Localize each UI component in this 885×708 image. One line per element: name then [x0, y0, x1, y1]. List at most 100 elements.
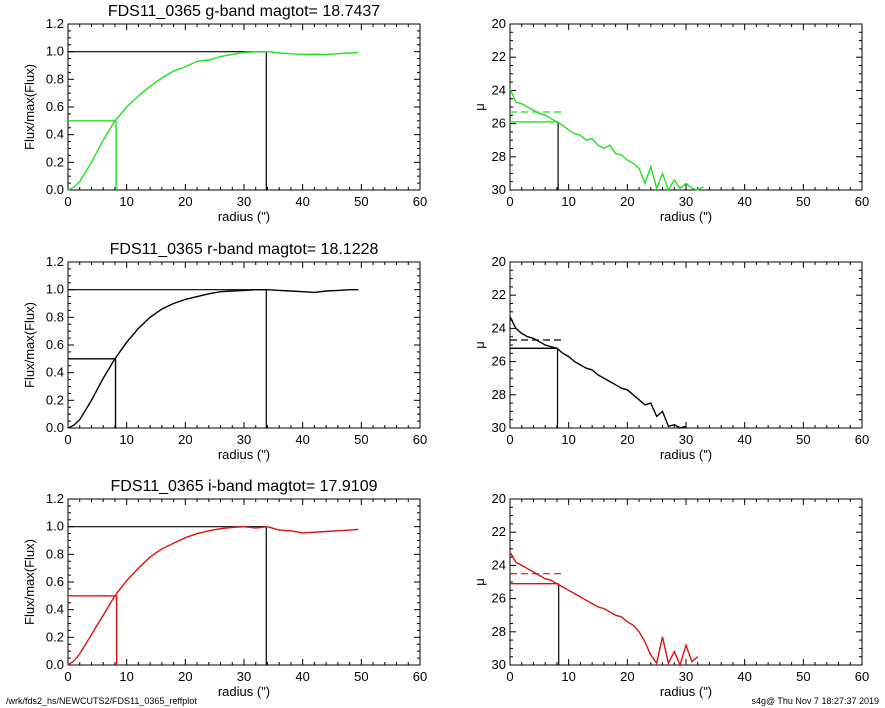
panel1-x-tick-label: 50: [354, 194, 368, 209]
panel3-data-curve: [67, 289, 359, 429]
panel3-y-tick-label: 1.2: [46, 254, 64, 269]
panel4-y-axis-label: μ: [472, 341, 487, 349]
panel2-y-tick-label: 22: [492, 49, 506, 64]
panel6-x-tick-label: 50: [796, 669, 810, 684]
panel6-y-axis-label: μ: [472, 578, 487, 586]
panel1-x-axis-label: radius ("): [218, 209, 270, 224]
panel1-y-tick-label: 0.4: [46, 127, 64, 142]
panel5-data-curve: [67, 525, 359, 666]
panel5-y-tick-label: 0.8: [46, 546, 64, 561]
panel2-x-tick-label: 50: [796, 194, 810, 209]
panel5-x-tick-label: 0: [64, 669, 71, 684]
panel1-x-tick-label: 30: [237, 194, 251, 209]
panel3-x-tick-label: 0: [64, 432, 71, 447]
panel5-y-tick-label: 0.6: [46, 574, 64, 589]
panel1-data-curve: [67, 51, 359, 191]
panel3-y-tick-label: 0.6: [46, 337, 64, 352]
panel2-x-tick-label: 40: [737, 194, 751, 209]
panel2-x-axis-label: radius ("): [660, 209, 712, 224]
panel2-x-tick-label: 10: [561, 194, 575, 209]
panel2-frame: [509, 23, 863, 191]
panel4-x-axis-label: radius ("): [660, 447, 712, 462]
panel6-x-tick-label: 10: [561, 669, 575, 684]
footer-path: /wrk/fds2_hs/NEWCUTS2/FDS11_0365_reffplo…: [6, 696, 197, 706]
panel6-y-tick-label: 20: [492, 491, 506, 506]
panel5-x-tick-label: 50: [354, 669, 368, 684]
panel2-y-axis-label: μ: [472, 103, 487, 111]
panel4-y-tick-label: 24: [492, 320, 506, 335]
panel2-x-tick-label: 60: [855, 194, 869, 209]
panel1-x-tick-label: 60: [413, 194, 427, 209]
panel1-x-tick-label: 0: [64, 194, 71, 209]
panel5-x-tick-label: 10: [119, 669, 133, 684]
panel2-x-tick-label: 20: [620, 194, 634, 209]
panel2-y-tick-label: 28: [492, 149, 506, 164]
panel5-x-axis-label: radius ("): [218, 684, 270, 699]
panel4-data-curve: [509, 316, 687, 429]
panel1-y-tick-label: 1.2: [46, 16, 64, 31]
panel5-y-tick-label: 0.2: [46, 629, 64, 644]
panel4-frame: [509, 261, 863, 429]
panel3-x-tick-label: 40: [295, 432, 309, 447]
panel2-y-tick-label: 24: [492, 82, 506, 97]
panel4-x-tick-label: 0: [506, 432, 513, 447]
panel5-y-tick-label: 1.2: [46, 491, 64, 506]
panel5-x-tick-label: 20: [178, 669, 192, 684]
panel5-x-tick-label: 30: [237, 669, 251, 684]
panel2-y-tick-label: 26: [492, 116, 506, 131]
panel5-y-tick-label: 1.0: [46, 519, 64, 534]
panel6-x-tick-label: 20: [620, 669, 634, 684]
panel3-x-axis-label: radius ("): [218, 447, 270, 462]
panel4-x-tick-label: 30: [679, 432, 693, 447]
panel4-x-tick-label: 60: [855, 432, 869, 447]
panel3-frame: [67, 261, 421, 429]
panel4-y-tick-label: 28: [492, 387, 506, 402]
panel1-y-tick-label: 0.0: [46, 182, 64, 197]
panel5-y-tick-label: 0.0: [46, 657, 64, 672]
panel2-x-tick-label: 30: [679, 194, 693, 209]
panel4-x-tick-label: 50: [796, 432, 810, 447]
panel3-y-tick-label: 0.8: [46, 309, 64, 324]
panel6-data-curve: [509, 551, 699, 668]
panel4-y-tick-label: 22: [492, 287, 506, 302]
panel6-x-tick-label: 0: [506, 669, 513, 684]
panel4-x-tick-label: 10: [561, 432, 575, 447]
panel5-title: FDS11_0365 i-band magtot= 17.9109: [110, 478, 377, 495]
panel6-y-tick-label: 26: [492, 591, 506, 606]
panel1-x-tick-label: 40: [295, 194, 309, 209]
panel3-y-tick-label: 0.4: [46, 365, 64, 380]
panel4-y-tick-label: 26: [492, 354, 506, 369]
panel4-x-tick-label: 40: [737, 432, 751, 447]
panel1-y-axis-label: Flux/max(Flux): [22, 64, 37, 150]
panel6-y-tick-label: 24: [492, 557, 506, 572]
panel6-y-tick-label: 28: [492, 624, 506, 639]
panel2-x-tick-label: 0: [506, 194, 513, 209]
panel1-title: FDS11_0365 g-band magtot= 18.7437: [108, 3, 380, 20]
panel6-y-tick-label: 30: [492, 657, 506, 672]
panel3-y-tick-label: 0.0: [46, 420, 64, 435]
panel1-x-tick-label: 20: [178, 194, 192, 209]
panel5-y-tick-label: 0.4: [46, 602, 64, 617]
panel3-x-tick-label: 10: [119, 432, 133, 447]
panel2-data-curve: [509, 88, 704, 192]
panel1-x-tick-label: 10: [119, 194, 133, 209]
panel3-y-tick-label: 0.2: [46, 392, 64, 407]
panel3-title: FDS11_0365 r-band magtot= 18.1228: [110, 241, 379, 258]
footer-timestamp: s4g@ Thu Nov 7 18:27:37 2019: [751, 696, 879, 706]
panel3-x-tick-label: 50: [354, 432, 368, 447]
panel3-x-tick-label: 20: [178, 432, 192, 447]
panel3-y-axis-label: Flux/max(Flux): [22, 302, 37, 388]
panel1-y-tick-label: 0.8: [46, 71, 64, 86]
panel1-y-tick-label: 0.6: [46, 99, 64, 114]
panel5-frame: [67, 498, 421, 666]
panel3-x-tick-label: 30: [237, 432, 251, 447]
panel6-x-tick-label: 40: [737, 669, 751, 684]
panel5-y-axis-label: Flux/max(Flux): [22, 539, 37, 625]
panel1-y-tick-label: 1.0: [46, 44, 64, 59]
panel4-y-tick-label: 20: [492, 254, 506, 269]
panel6-frame: [509, 498, 863, 666]
panel6-y-tick-label: 22: [492, 524, 506, 539]
panel2-y-tick-label: 30: [492, 182, 506, 197]
panel2-y-tick-label: 20: [492, 16, 506, 31]
